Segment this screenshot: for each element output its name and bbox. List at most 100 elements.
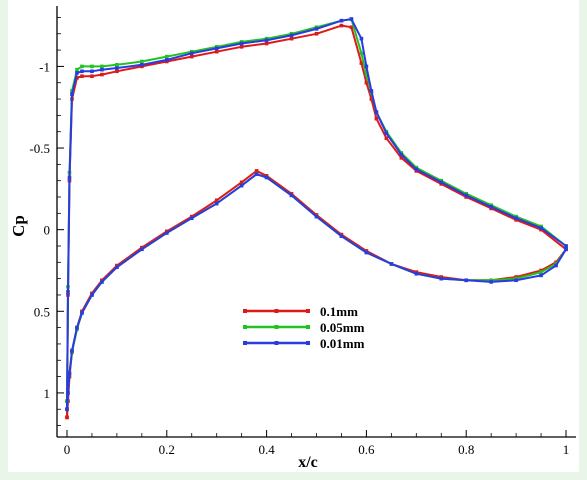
data-point: [100, 72, 104, 77]
y-axis-label: Cp: [9, 215, 28, 237]
data-point: [339, 18, 344, 23]
data-point: [564, 247, 568, 252]
data-point: [80, 74, 84, 79]
data-point: [70, 92, 74, 96]
legend-label: 0.01mm: [320, 336, 365, 351]
data-point: [115, 265, 119, 270]
legend-label: 0.05mm: [320, 320, 365, 335]
data-point: [374, 110, 379, 114]
data-point: [464, 193, 469, 198]
data-point: [539, 226, 543, 230]
data-point: [339, 23, 344, 28]
data-point: [164, 54, 169, 59]
legend-marker: [243, 341, 247, 345]
data-point: [100, 280, 104, 284]
data-point: [115, 69, 119, 74]
data-point: [564, 244, 568, 248]
data-point: [140, 59, 144, 64]
x-tick-label: 0.6: [358, 442, 375, 457]
data-point: [399, 152, 404, 157]
y-tick-label: 1: [44, 386, 51, 401]
series-01mm-group: [65, 23, 568, 420]
data-point: [359, 61, 364, 65]
data-point: [514, 216, 518, 221]
data-point: [289, 33, 294, 38]
data-point: [214, 198, 219, 203]
data-point: [369, 89, 374, 93]
data-point: [164, 58, 169, 62]
data-point: [364, 64, 369, 69]
data-point: [100, 67, 104, 72]
chart-panel: 0 0.2 0.4 0.6 0.8 1 -1 -0.5 0 0.5 1 0.1mm 0.05mm 0.0…: [8, 0, 579, 472]
legend-marker: [274, 341, 279, 345]
y-tick-label: -1: [39, 59, 50, 74]
data-point: [239, 183, 244, 188]
data-point: [90, 293, 94, 297]
data-point: [384, 136, 389, 141]
data-point: [349, 17, 354, 21]
data-point: [239, 180, 244, 185]
x-axis-label: x/c: [298, 454, 318, 471]
data-point: [539, 270, 543, 274]
data-point: [140, 62, 144, 67]
x-tick-label: 0: [64, 442, 71, 457]
data-point: [439, 180, 444, 185]
data-point: [489, 205, 493, 209]
data-point: [164, 231, 169, 235]
legend-marker: [274, 309, 279, 313]
data-point: [67, 371, 72, 376]
data-point: [314, 31, 319, 36]
data-point: [214, 46, 219, 51]
data-point: [239, 41, 244, 46]
x-tick-label: 0.2: [159, 442, 175, 457]
x-tick-label: 0.4: [258, 442, 275, 457]
data-point: [75, 67, 79, 72]
data-point: [75, 76, 79, 80]
legend-marker: [306, 341, 310, 345]
legend-marker: [274, 325, 279, 329]
data-point: [554, 263, 558, 268]
data-point: [439, 276, 444, 281]
legend-label: 0.1mm: [320, 304, 358, 319]
data-point: [80, 311, 84, 315]
data-point: [414, 167, 419, 172]
data-point: [489, 280, 493, 284]
data-point: [264, 175, 269, 180]
data-point: [115, 66, 119, 70]
data-point: [364, 72, 369, 77]
data-point: [115, 62, 119, 67]
data-point: [70, 348, 74, 353]
data-point: [65, 415, 69, 420]
data-point: [189, 216, 194, 221]
data-point: [80, 64, 84, 69]
data-point: [90, 69, 94, 74]
data-point: [65, 407, 69, 412]
data-point: [254, 172, 259, 176]
axes: 0 0.2 0.4 0.6 0.8 1 -1 -0.5 0 0.5 1: [29, 6, 576, 457]
data-point: [75, 325, 79, 330]
y-tick-label: -0.5: [29, 141, 50, 156]
y-tick-label: 0.5: [34, 304, 50, 319]
data-point: [374, 116, 379, 121]
data-point: [314, 27, 319, 31]
data-point: [189, 51, 194, 56]
data-point: [189, 54, 194, 59]
data-point: [289, 193, 294, 198]
data-point: [349, 25, 354, 30]
series-line-upper: [66, 24, 567, 418]
data-point: [364, 80, 369, 85]
data-point: [369, 97, 374, 101]
cp-chart: 0 0.2 0.4 0.6 0.8 1 -1 -0.5 0 0.5 1 0.1mm0.05mm0.0…: [9, 6, 576, 471]
data-point: [90, 74, 94, 79]
data-point: [364, 250, 369, 255]
data-point: [359, 51, 364, 56]
data-point: [214, 201, 219, 206]
legend-marker: [243, 325, 247, 329]
data-point: [539, 273, 543, 278]
data-point: [289, 36, 294, 41]
legend-marker: [306, 325, 310, 329]
x-tick-label: 1: [563, 442, 570, 457]
data-point: [514, 278, 518, 283]
